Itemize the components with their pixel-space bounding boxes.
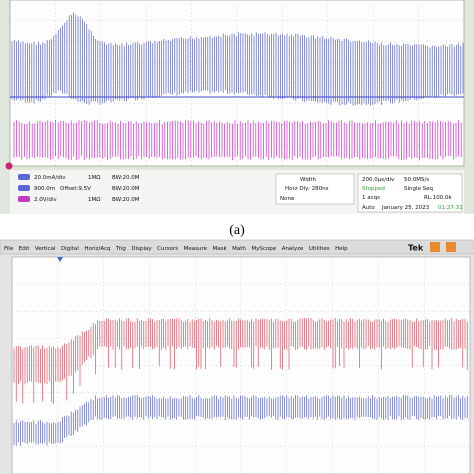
record-length: RL:100.0k [424,195,452,201]
ch-scale: 2.0V/div [34,197,57,203]
waveforms-b [13,318,468,446]
ground-marker [5,162,13,170]
menu-item[interactable]: Analyze [282,246,304,252]
menu-item[interactable]: Horiz/Acq [84,246,110,252]
brand: Tek [408,244,424,253]
menu-item[interactable]: Display [131,246,152,252]
menu-item[interactable]: Utilities [309,246,330,252]
trigger-delay: Horz Dly: 280ns [285,186,329,192]
ch-impedance: 1MΩ [88,197,100,203]
menu-item[interactable]: Math [232,246,246,252]
trigger-coupling: None [280,196,295,202]
menu-item[interactable]: Help [335,246,348,252]
acq-mode: Single Seq [404,186,433,192]
menu-item[interactable]: Vertical [35,246,56,252]
menu-item[interactable]: File [4,246,14,252]
menu-item[interactable]: Trig [115,246,126,252]
menu-item[interactable]: Digital [61,246,79,252]
ch-bandwidth: BW:20.0M [112,197,140,203]
trigger-box [275,173,355,205]
acq-box [357,173,463,213]
ch-bandwidth: BW:20.0M [112,175,140,181]
ch-offset: Offset:9.5V [60,186,91,192]
ch-bandwidth: BW:20.0M [112,186,140,192]
menu-item[interactable]: Cursors [157,246,178,252]
trigger-auto: Auto [362,205,375,211]
window-button[interactable] [430,242,440,252]
timebase: 200.0μs/div [362,177,395,183]
ch-badge [18,174,30,180]
ch-scale: 900.0m [34,186,55,192]
acq-state: Stopped [362,186,385,192]
waveforms-a [10,12,464,160]
menu-item[interactable]: Mask [212,246,227,252]
menu-bar [0,239,474,255]
ch-impedance: 1MΩ [88,175,100,181]
menu-item[interactable]: MyScope [251,246,276,252]
menu: File Edit Vertical Digital Horiz/Acq Trig Disp… [4,246,348,252]
ch-badge [18,185,30,191]
trigger-marker [57,257,63,262]
window-button[interactable] [446,242,456,252]
time: 01:27:31 [438,205,463,211]
ch-scale: 20.0mA/div [34,175,66,181]
acq-count: 1 acqs [362,195,380,201]
menu-item[interactable]: Measure [184,246,208,252]
trigger-type: Width [300,177,316,183]
menu-item[interactable]: Edit [19,246,30,252]
ch-badge [18,196,30,202]
caption: (a) [229,223,245,238]
date: January 25, 2023 [381,205,430,211]
grid-b [12,257,470,474]
sample-rate: 50.0MS/s [404,177,429,183]
